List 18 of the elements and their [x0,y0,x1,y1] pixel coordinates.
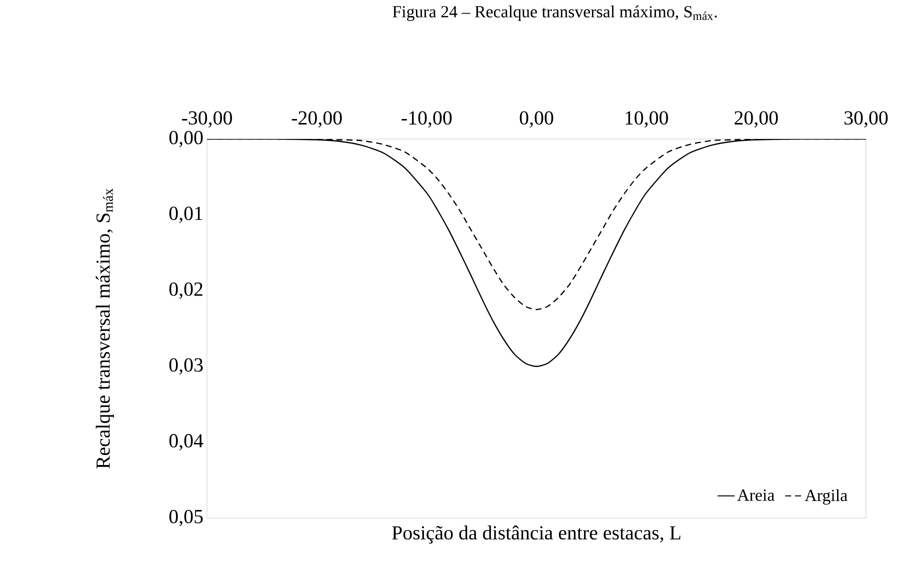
y-tick-label: 0,01 [169,206,202,223]
x-tick-label: -30,00 [182,111,232,128]
y-tick-label: 0,03 [169,358,203,375]
legend-label: Areia [737,489,774,501]
legend-label: Argila [804,489,848,505]
x-tick-label: -10,00 [402,111,452,128]
x-tick-label: 30,00 [844,111,888,128]
chart-title: Figura 24 – Recalque transversal máximo, S$_{máx}$. [392,6,717,21]
x-tick-label: 20,00 [734,111,778,128]
x-axis-title: Posição da distância entre estacas, L [392,526,680,544]
y-tick-label: 0,05 [169,510,203,526]
x-tick-label: -20,00 [292,111,342,128]
y-tick-label: 0,00 [169,130,203,148]
x-tick-label: 0,00 [520,111,554,128]
x-tick-label: 10,00 [626,111,668,128]
y-tick-label: 0,02 [169,282,202,299]
y-tick-label: 0,04 [169,434,204,450]
y-axis-title: Recalque transversal máximo, S$_{máx}$ [96,188,114,469]
